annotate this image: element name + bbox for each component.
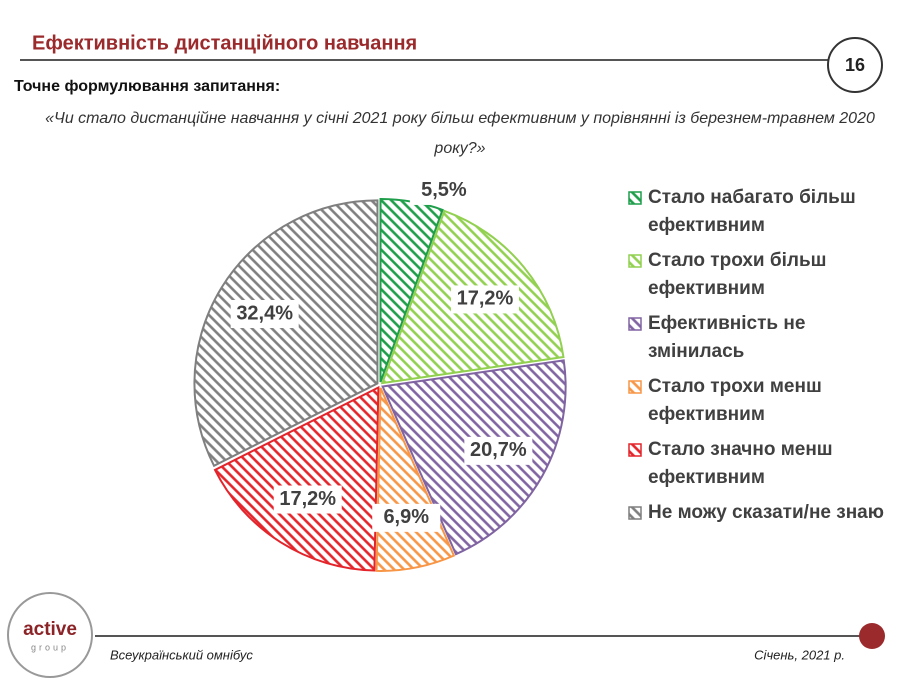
legend-item: Стало значно менш ефективним	[628, 436, 898, 499]
legend-label: Стало значно менш ефективним	[648, 439, 833, 488]
footer-left: Всеукраїнський омнібус	[110, 647, 253, 662]
data-label: 17,2%	[457, 288, 514, 310]
pie-slice	[213, 385, 380, 572]
legend-label: Не можу сказати/не знаю	[648, 502, 884, 523]
legend-swatch	[628, 380, 642, 394]
page-badge	[827, 37, 883, 93]
question-label: Точне формулювання запитання:	[14, 78, 280, 95]
footer-dot	[859, 623, 885, 649]
legend-swatch	[628, 506, 642, 520]
legend-label: Стало набагато більш ефективним	[648, 187, 856, 236]
footer-right: Січень, 2021 р.	[754, 647, 845, 662]
legend-label: Стало трохи менш ефективним	[648, 376, 822, 425]
legend-item: Ефективність не змінилась	[628, 310, 898, 373]
label-bg	[409, 176, 478, 205]
data-label: 20,7%	[470, 439, 527, 461]
label-bg	[450, 285, 519, 314]
label-bg	[273, 485, 342, 514]
data-label: 17,2%	[279, 488, 336, 510]
data-label: 5,5%	[421, 179, 467, 201]
legend-item: Стало набагато більш ефективним	[628, 184, 898, 247]
legend-label: Стало трохи більш ефективним	[648, 250, 827, 299]
question: «Чи стало дистанційне навчання у січні 2…	[45, 110, 875, 157]
legend-swatch	[628, 317, 642, 331]
label-bg	[230, 299, 299, 328]
data-label: 32,4%	[236, 302, 293, 324]
data-label: 6,9%	[383, 506, 429, 528]
legend-label: Ефективність не змінилась	[648, 313, 806, 362]
legend-item: Стало трохи менш ефективним	[628, 373, 898, 436]
legend-swatch	[628, 443, 642, 457]
legend-swatch	[628, 254, 642, 268]
legend-item: Стало трохи більш ефективним	[628, 247, 898, 310]
slide-title: Ефективність дистанційного навчання	[32, 32, 417, 54]
logo: active	[23, 619, 77, 640]
legend: Стало набагато більш ефективним Стало тро…	[628, 184, 898, 562]
pie-slice	[193, 199, 379, 468]
label-bg	[464, 436, 533, 465]
logo-ring	[7, 592, 93, 678]
legend-item: Не можу сказати/не знаю	[628, 499, 898, 562]
page-number: 16	[845, 55, 865, 75]
logo-sub: group	[31, 642, 69, 652]
legend-swatch	[628, 191, 642, 205]
label-bg	[372, 503, 441, 532]
